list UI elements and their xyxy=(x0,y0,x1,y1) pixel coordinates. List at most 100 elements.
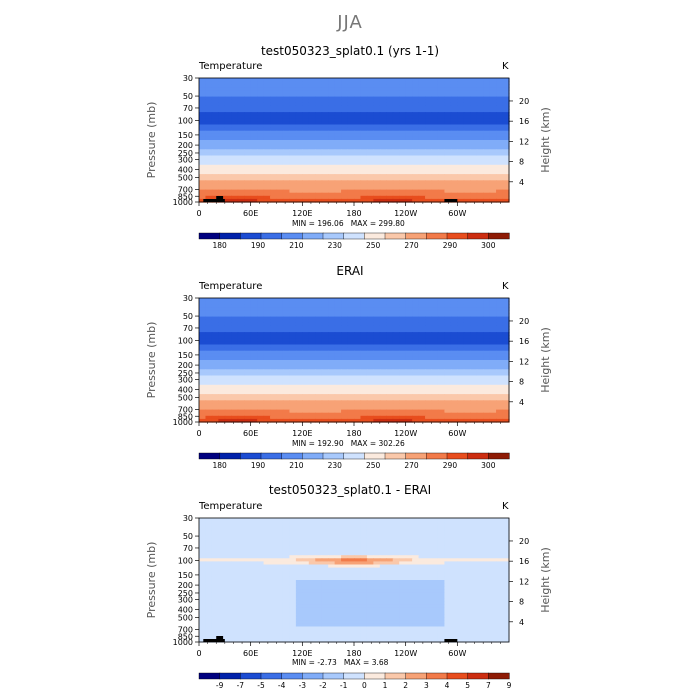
field-cell xyxy=(199,158,207,163)
field-cell xyxy=(437,338,446,342)
field-cell xyxy=(257,564,265,569)
colorbar-swatch xyxy=(240,452,262,460)
colorbar-swatch xyxy=(219,232,241,240)
field-cell xyxy=(483,369,491,373)
field-cell xyxy=(282,356,291,361)
field-cell xyxy=(276,93,284,98)
field-cell xyxy=(295,195,303,200)
field-cell xyxy=(476,558,484,562)
field-cell xyxy=(399,298,407,302)
field-cell xyxy=(412,418,420,423)
field-cell xyxy=(457,527,465,531)
field-cell xyxy=(211,555,219,559)
topography-africa-peak xyxy=(216,196,224,199)
field-cell xyxy=(483,530,491,535)
field-cell xyxy=(263,313,271,318)
field-cell xyxy=(379,171,387,175)
field-cell xyxy=(431,555,439,559)
field-cell xyxy=(295,570,303,575)
field-cell xyxy=(437,177,446,181)
colorbar-swatch xyxy=(446,452,469,460)
field-cell xyxy=(483,124,491,129)
field-cell xyxy=(199,198,207,203)
field-cell xyxy=(425,164,433,169)
field-cell xyxy=(354,545,362,550)
field-cell xyxy=(205,167,213,172)
field-cell xyxy=(328,406,336,411)
field-cell xyxy=(328,180,336,184)
field-cell xyxy=(366,573,374,578)
field-cell xyxy=(437,192,446,197)
field-cell xyxy=(483,391,491,395)
field-cell xyxy=(418,161,426,166)
field-cell xyxy=(334,369,342,373)
field-cell xyxy=(270,316,278,321)
field-cell xyxy=(211,115,219,119)
field-cell xyxy=(412,347,420,352)
field-cell xyxy=(257,319,265,324)
field-cell xyxy=(270,394,278,398)
field-cell xyxy=(354,561,362,566)
field-cell xyxy=(199,298,207,302)
field-cell xyxy=(237,109,245,113)
field-cell xyxy=(244,561,252,566)
field-cell xyxy=(276,177,284,181)
field-cell xyxy=(282,115,291,119)
field-cell xyxy=(425,152,433,157)
field-cell xyxy=(470,561,478,566)
field-cell xyxy=(483,335,491,339)
field-cell xyxy=(231,171,239,175)
field-cell xyxy=(496,378,504,383)
field-cell xyxy=(450,409,458,414)
field-cell xyxy=(463,78,471,82)
field-cell xyxy=(224,112,232,116)
field-cell xyxy=(205,109,213,113)
field-cell xyxy=(366,310,374,315)
field-cell xyxy=(366,533,374,538)
field-cell xyxy=(366,140,374,144)
field-cell xyxy=(263,316,271,321)
field-cell xyxy=(418,533,426,538)
field-cell xyxy=(418,549,426,553)
field-cell xyxy=(399,391,407,395)
field-cell xyxy=(257,335,265,339)
field-cell xyxy=(295,378,303,383)
field-cell xyxy=(224,558,232,562)
field-cell xyxy=(463,412,471,417)
field-cell xyxy=(315,319,323,324)
field-cell xyxy=(502,127,510,132)
field-cell xyxy=(270,180,278,184)
field-cell xyxy=(399,121,407,126)
field-cell xyxy=(270,329,278,333)
field-cell xyxy=(250,124,258,129)
field-cell xyxy=(205,152,213,157)
field-cell xyxy=(231,530,239,535)
field-cell xyxy=(321,397,329,401)
field-cell xyxy=(257,558,265,562)
field-cell xyxy=(334,549,342,553)
field-cell xyxy=(450,90,458,95)
field-cell xyxy=(231,397,239,401)
field-cell xyxy=(476,164,484,169)
field-cell xyxy=(437,319,446,324)
field-cell xyxy=(334,78,342,82)
field-cell xyxy=(392,189,400,194)
field-cell xyxy=(199,112,207,116)
field-cell xyxy=(237,161,245,166)
field-cell xyxy=(392,186,400,191)
field-cell xyxy=(218,335,226,339)
field-cell xyxy=(483,164,491,169)
field-cell xyxy=(489,96,497,101)
field-cell xyxy=(379,378,387,383)
field-cell xyxy=(444,136,452,141)
field-cell xyxy=(444,96,452,101)
field-cell xyxy=(276,183,284,188)
field-cell xyxy=(496,338,504,342)
field-cell xyxy=(199,90,207,95)
field-cell xyxy=(379,360,387,364)
field-cell xyxy=(360,555,368,559)
field-cell xyxy=(379,536,387,541)
field-cell xyxy=(218,81,226,85)
field-cell xyxy=(483,152,491,157)
field-cell xyxy=(244,555,252,559)
